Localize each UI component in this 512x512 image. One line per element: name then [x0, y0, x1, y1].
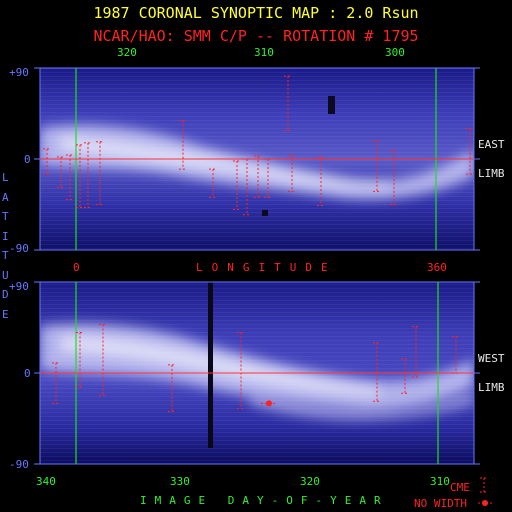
- bottom-y-tick-top: +90: [9, 280, 29, 293]
- bottom-cme-bar: [168, 364, 176, 412]
- top-cme-bar: [84, 142, 92, 209]
- x-axis-label: IMAGE DAY-OF-YEAR: [140, 494, 389, 507]
- top-cme-bar: [57, 156, 65, 188]
- longitude-axis-label: LONGITUDE: [196, 261, 337, 274]
- bottom-cme-bar: [52, 362, 60, 404]
- top-cme-bar: [179, 120, 187, 170]
- top-cme-marks: [43, 75, 474, 216]
- bottom-x-tick-4: 310: [430, 475, 450, 488]
- top-cme-bar: [233, 160, 241, 211]
- data-gap: [208, 282, 213, 448]
- legend-no-width-glyph: [478, 500, 492, 506]
- bottom-cme-bar: [76, 332, 84, 388]
- top-map: [34, 67, 480, 251]
- bottom-x-tick-1: 340: [36, 475, 56, 488]
- legend-no-width-label: NO WIDTH: [414, 497, 467, 510]
- bottom-cme-marks: [52, 323, 460, 412]
- bottom-x-tick-3: 320: [300, 475, 320, 488]
- top-cme-bar: [264, 158, 272, 198]
- top-axis-ticks: [34, 67, 480, 251]
- bottom-side-label-1: WEST: [478, 352, 505, 365]
- bottom-cme-bar: [99, 323, 107, 396]
- bottom-cme-bar: [412, 325, 420, 378]
- chart-title: 1987 CORONAL SYNOPTIC MAP : 2.0 Rsun: [93, 4, 419, 22]
- bottom-cme-bar: [401, 358, 409, 394]
- top-cme-bar: [373, 140, 381, 192]
- top-x-tick-2: 310: [254, 46, 274, 59]
- bottom-side-label-2: LIMB: [478, 381, 505, 394]
- bottom-cme-bar: [237, 332, 245, 409]
- legend-cme-glyph: [480, 477, 488, 493]
- bottom-cme-bar: [373, 342, 381, 402]
- bottom-map: [34, 281, 480, 465]
- chart-subtitle: NCAR/HAO: SMM C/P -- ROTATION # 1795: [93, 27, 419, 45]
- bottom-y-tick-mid: 0: [24, 367, 31, 380]
- top-y-tick-mid: 0: [24, 153, 31, 166]
- top-cme-bar: [466, 128, 474, 175]
- top-cme-bar: [284, 75, 292, 132]
- longitude-tick-right: 360: [427, 261, 447, 274]
- top-x-tick-3: 300: [385, 46, 405, 59]
- top-y-tick-top: +90: [9, 66, 29, 79]
- longitude-tick-left: 0: [73, 261, 80, 274]
- top-cme-bar: [243, 158, 251, 216]
- top-cme-bar: [390, 150, 398, 205]
- top-side-label-1: EAST: [478, 138, 505, 151]
- legend-glyphs: [478, 477, 492, 506]
- bottom-x-tick-2: 330: [170, 475, 190, 488]
- latitude-axis-label: LATITUDE: [2, 171, 9, 321]
- bottom-y-tick-bottom: -90: [9, 458, 29, 471]
- top-x-tick-1: 320: [117, 46, 137, 59]
- legend-cme-label: CME: [450, 481, 470, 494]
- top-y-tick-bottom: -90: [9, 242, 29, 255]
- top-cme-bar: [288, 154, 296, 192]
- top-cme-bar: [209, 168, 217, 198]
- top-cme-bar: [76, 144, 84, 209]
- top-cme-bar: [66, 154, 74, 200]
- top-cme-bar: [254, 155, 262, 198]
- top-cme-bar: [96, 141, 104, 205]
- top-cme-bar: [317, 156, 325, 207]
- bottom-no-width-point: [261, 400, 277, 407]
- bottom-cme-bar: [452, 336, 460, 374]
- top-cme-bar: [43, 148, 51, 175]
- top-side-label-2: LIMB: [478, 167, 505, 180]
- bottom-axis-ticks: [34, 281, 480, 465]
